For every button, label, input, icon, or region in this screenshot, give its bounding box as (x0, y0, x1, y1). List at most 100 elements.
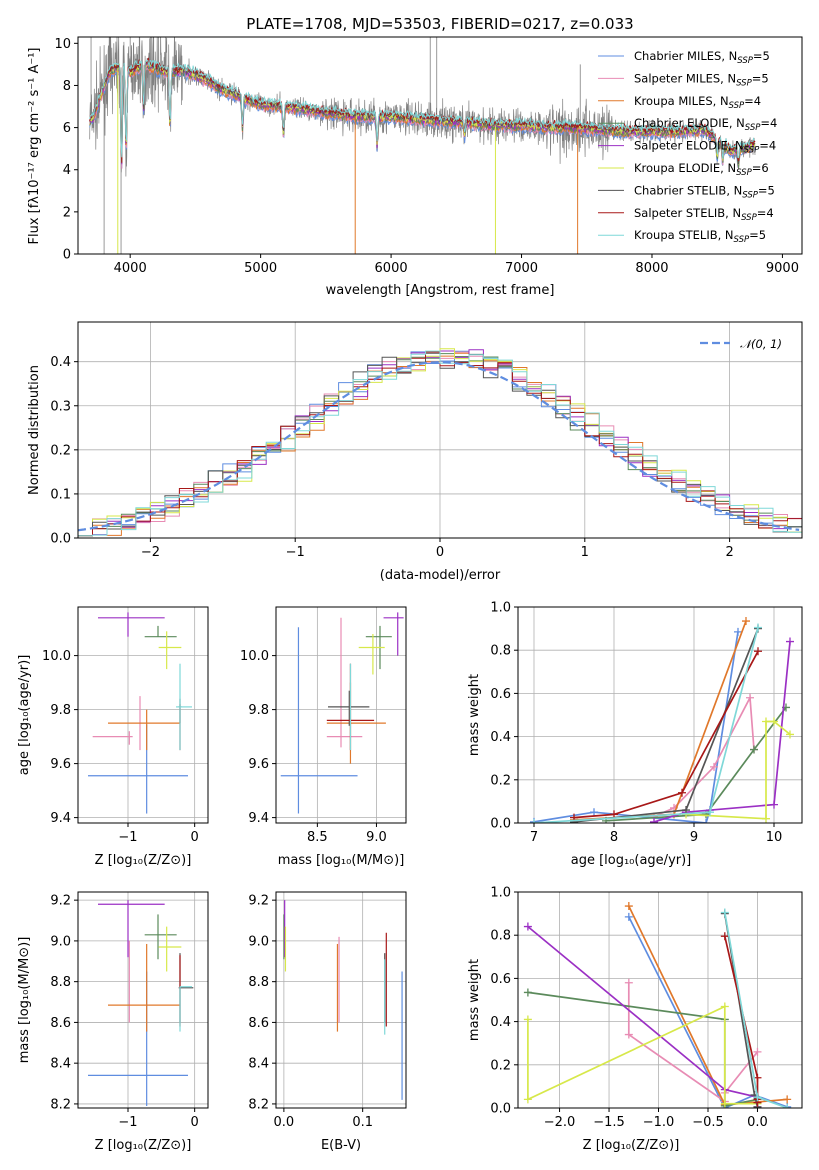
age_vs_Z-point-kroupa_miles (108, 709, 180, 751)
massweight_vs_Z-ytick-label: 0.0 (490, 1102, 511, 1117)
massweight_vs_Z-ytick-label: 1.0 (490, 886, 511, 901)
mass_vs_EBV-xtick-label: 0.0 (274, 1115, 295, 1130)
massweight_vs_age-xtick-label: 8 (610, 830, 618, 845)
spectrum-xtick-label: 4000 (114, 261, 147, 276)
massweight_vs_age-marker-kroupa_miles (742, 617, 750, 626)
spectrum-xtick-label: 9000 (766, 261, 799, 276)
massweight_vs_age-ytick-label: 0.6 (490, 687, 511, 702)
mass_vs_Z-point-chabrier_elodie (144, 914, 177, 960)
spectrum-frame (77, 36, 803, 255)
spectrum-xtick-label: 8000 (635, 261, 668, 276)
spectrum-ytick-label: 10 (54, 37, 71, 52)
massweight_vs_age-ytick-label: 0.2 (490, 773, 511, 788)
residuals-ylabel: Normed distribution (27, 365, 42, 495)
mw-age-xlabel: age [log₁₀(age/yr)] (571, 853, 692, 868)
legend-label-kroupa_stelib: Kroupa STELIB, NSSP=5 (634, 228, 766, 245)
massweight_vs_age-xtick-label: 10 (766, 830, 783, 845)
massweight_vs_Z-marker-salpeter_miles (624, 1030, 633, 1039)
mass_vs_EBV-ytick-label: 8.8 (248, 975, 269, 990)
mass-ebv-xlabel: E(B-V) (321, 1138, 361, 1153)
residuals-xtick-label: 0 (436, 545, 444, 560)
legend-label-kroupa_miles: Kroupa MILES, NSSP=4 (634, 94, 761, 111)
massweight_vs_age-marker-kroupa_elodie (762, 814, 770, 823)
massweight_vs_Z-xtick-label: −1.0 (643, 1115, 675, 1130)
mw-z-ylabel: mass weight (467, 959, 482, 1041)
massweight_vs_Z-plot-area (523, 902, 792, 1108)
age_vs_Z-point-salpeter_elodie (98, 612, 165, 637)
massweight_vs_Z-marker-kroupa_miles (624, 902, 633, 911)
spectrum-ylabel: Flux [fλ10⁻¹⁷ erg cm⁻² s⁻¹ A⁻¹] (27, 48, 42, 245)
massweight-vs-age-panel: age [log₁₀(age/yr)] mass weight 7 8 9 10 0.0… (467, 601, 803, 868)
massweight_vs_Z-marker-kroupa_stelib (753, 1093, 762, 1102)
residuals-ytick-label: 0.3 (50, 399, 71, 414)
massweight_vs_Z-marker-kroupa_elodie (720, 1099, 729, 1108)
residuals-xtick-label: 1 (581, 545, 589, 560)
massweight_vs_Z-marker-kroupa_elodie (523, 1095, 532, 1104)
massweight_vs_age-marker-salpeter_stelib (610, 810, 618, 819)
mass_vs_Z-point-kroupa_miles (108, 943, 180, 1032)
spectrum-ytick-label: 8 (63, 79, 71, 94)
mass_vs_Z-ytick-label: 8.8 (50, 975, 71, 990)
age_vs_Z-ytick-label: 10.0 (42, 649, 71, 664)
massweight_vs_age-frame (517, 606, 803, 824)
massweight_vs_age-xtick-label: 7 (530, 830, 538, 845)
massweight_vs_age-marker-salpeter_stelib (754, 647, 762, 656)
legend-label-chabrier_elodie: Chabrier ELODIE, NSSP=4 (634, 116, 777, 133)
spectrum-legend: Chabrier MILES, NSSP=5 Salpeter MILES, NS… (598, 49, 777, 245)
age_vs_mass-ytick-label: 9.8 (248, 703, 269, 718)
age_vs_mass-point-salpeter_elodie (383, 612, 404, 656)
age_vs_Z-xtick-label: 0 (191, 830, 199, 845)
age_vs_mass-ytick-label: 9.6 (248, 757, 269, 772)
mass_vs_EBV-ytick-label: 8.4 (248, 1057, 269, 1072)
massweight_vs_Z-ytick-label: 0.2 (490, 1058, 511, 1073)
mass_vs_Z-ytick-label: 8.2 (50, 1097, 71, 1112)
mass_vs_Z-frame (77, 891, 209, 1109)
residuals-plot-area (78, 348, 802, 537)
spectrum-ytick-label: 0 (63, 248, 71, 263)
mass_vs_EBV-frame (275, 891, 407, 1109)
massweight_vs_Z-ytick-label: 0.6 (490, 972, 511, 987)
age_vs_Z-xtick-label: −1 (118, 830, 137, 845)
mass_vs_EBV-ytick-label: 9.0 (248, 934, 269, 949)
massweight_vs_age-marker-kroupa_stelib (754, 623, 762, 632)
age-z-xlabel: Z [log₁₀(Z/Z⊙)] (95, 853, 192, 868)
spectrum-ytick-label: 6 (63, 121, 71, 136)
age_vs_mass-point-salpeter_miles (326, 617, 363, 748)
massweight_vs_Z-marker-kroupa_stelib (783, 1104, 792, 1108)
massweight_vs_age-marker-kroupa_stelib (706, 808, 714, 817)
mass_vs_Z-point-kroupa_elodie (158, 926, 182, 972)
massweight_vs_Z-marker-kroupa_stelib (720, 908, 729, 917)
mass_vs_EBV-grid (276, 892, 406, 1108)
age-vs-z-panel: Z [log₁₀(Z/Z⊙)] age [log₁₀(age/yr)] −1 0 9… (17, 606, 209, 868)
legend-label-salpeter_miles: Salpeter MILES, NSSP=5 (634, 71, 769, 88)
age_vs_Z-frame (77, 606, 209, 824)
massweight_vs_age-ytick-label: 0.8 (490, 644, 511, 659)
mass_vs_Z-xtick-label: −1 (118, 1115, 137, 1130)
spectrum-xlabel: wavelength [Angstrom, rest frame] (326, 283, 555, 298)
mass_vs_Z-point-salpeter_elodie (98, 900, 165, 958)
spectrum-xtick-label: 7000 (505, 261, 538, 276)
massweight_vs_Z-xtick-label: 0.0 (747, 1115, 768, 1130)
massweight_vs_age-marker-chabrier_miles (590, 808, 598, 817)
mass_vs_Z-grid (78, 892, 208, 1108)
age_vs_Z-point-salpeter_miles (92, 731, 133, 745)
massweight_vs_Z-ytick-label: 0.4 (490, 1015, 511, 1030)
age_vs_Z-ytick-label: 9.8 (50, 703, 71, 718)
mass_vs_EBV-ytick-label: 8.2 (248, 1097, 269, 1112)
massweight_vs_age-marker-salpeter_elodie (786, 637, 794, 646)
residuals-ytick-label: 0.0 (50, 532, 71, 547)
massweight_vs_Z-marker-salpeter_stelib (720, 932, 729, 941)
massweight_vs_Z-xtick-label: −2.0 (544, 1115, 576, 1130)
spectrum-xtick-label: 5000 (244, 261, 277, 276)
age_vs_mass-frame (275, 606, 407, 824)
massweight_vs_Z-marker-chabrier_miles (624, 912, 633, 921)
mw-age-ylabel: mass weight (467, 674, 482, 756)
age_vs_mass-ytick-label: 10.0 (240, 649, 269, 664)
age_vs_mass-plot-area (280, 612, 404, 814)
age_vs_mass-point-chabrier_miles (280, 627, 358, 814)
massweight_vs_age-marker-kroupa_elodie (770, 717, 778, 726)
massweight_vs_Z-xtick-label: −1.5 (593, 1115, 625, 1130)
massweight_vs_Z-marker-salpeter_miles (624, 978, 633, 987)
mass_vs_EBV-ytick-label: 9.2 (248, 894, 269, 909)
